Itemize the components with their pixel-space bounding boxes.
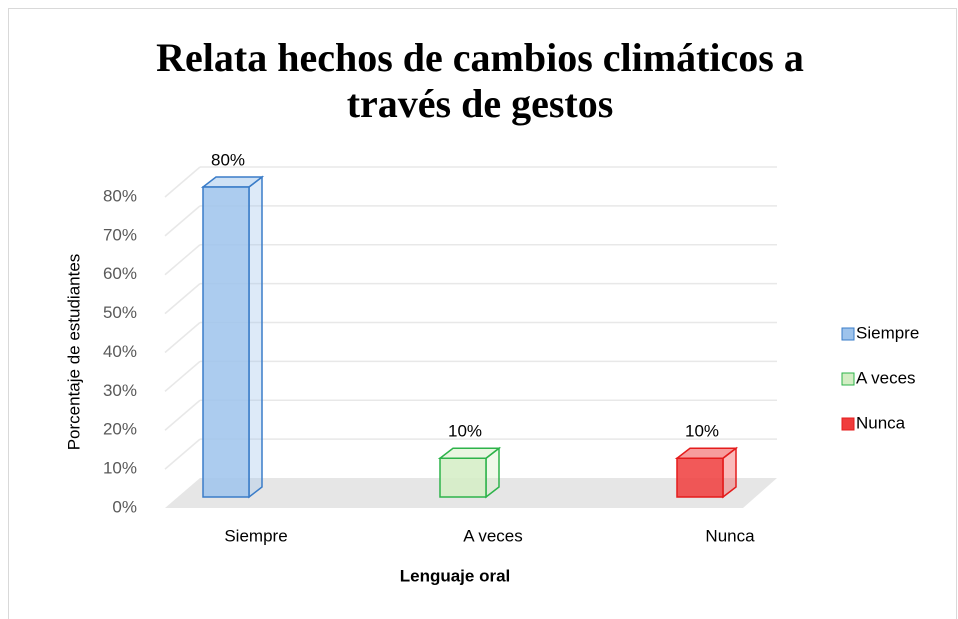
y-tick-label: 50%: [103, 303, 137, 322]
y-tick-label: 40%: [103, 342, 137, 361]
grid-line: [164, 360, 201, 392]
grid-line: [164, 321, 201, 354]
x-axis-title: Lenguaje oral: [400, 566, 511, 585]
chart-title: Relata hechos de cambios climáticos a: [156, 35, 804, 80]
bar: [202, 186, 250, 498]
data-label: 10%: [685, 422, 719, 441]
bar: [676, 457, 724, 498]
data-label: 80%: [211, 150, 245, 169]
y-tick-label: 20%: [103, 420, 137, 439]
bar-side: [248, 175, 263, 499]
grid-line: [164, 205, 201, 237]
x-tick-label: A veces: [463, 526, 523, 545]
y-tick-label: 60%: [103, 264, 137, 283]
legend-swatch: [841, 417, 855, 431]
grid-line: [164, 399, 201, 431]
chart-title: través de gestos: [347, 81, 614, 126]
data-label: 10%: [448, 422, 482, 441]
legend-swatch: [841, 327, 855, 341]
x-tick-label: Nunca: [705, 526, 755, 545]
y-tick-label: 80%: [103, 186, 137, 205]
grid-line: [164, 244, 201, 276]
bar: [439, 457, 487, 498]
y-tick-label: 10%: [103, 459, 137, 478]
legend-label: Nunca: [856, 413, 906, 432]
y-tick-label: 30%: [103, 381, 137, 400]
legend-label: A veces: [856, 368, 916, 387]
chart-border: [8, 8, 957, 619]
y-tick-label: 70%: [103, 225, 137, 244]
y-tick-label: 0%: [112, 497, 137, 516]
x-tick-label: Siempre: [224, 526, 287, 545]
y-axis-title: Porcentaje de estudiantes: [64, 254, 83, 451]
grid-line: [164, 438, 201, 470]
legend-label: Siempre: [856, 323, 919, 342]
grid-line: [164, 166, 201, 198]
legend-swatch: [841, 372, 855, 386]
grid-line: [164, 283, 201, 315]
